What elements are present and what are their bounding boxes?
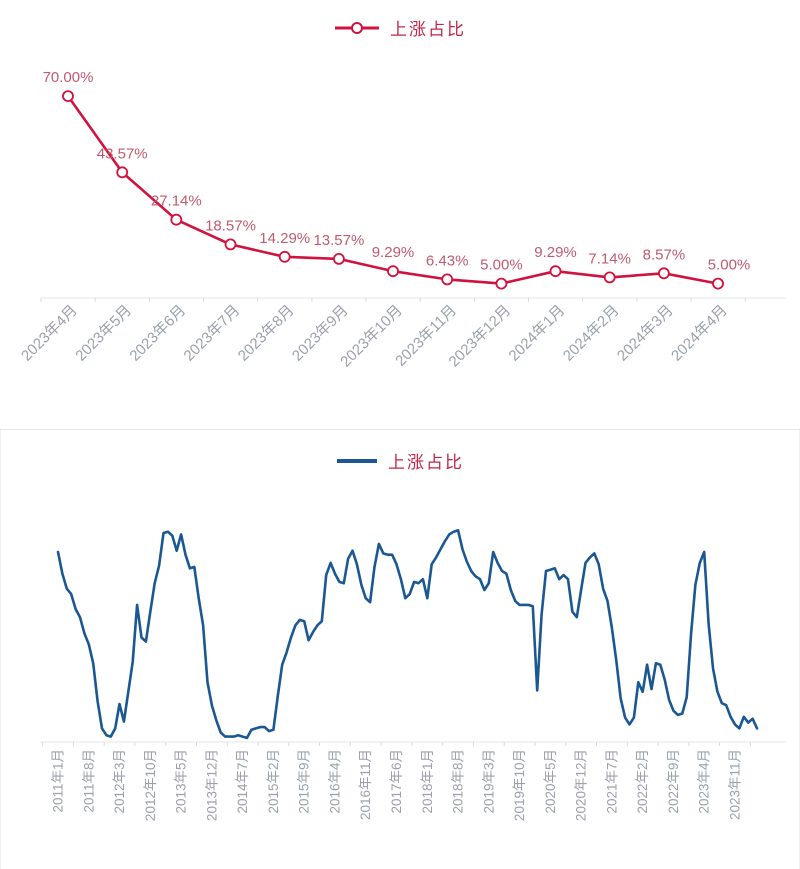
svg-text:18.57%: 18.57% [205,217,256,234]
svg-text:2018年8月: 2018年8月 [451,749,466,814]
svg-text:13.57%: 13.57% [313,232,364,249]
svg-text:2012年3月: 2012年3月 [112,749,127,814]
legend-line-icon [337,458,377,463]
svg-text:5.00%: 5.00% [708,257,751,274]
recent-line-chart: 70.00% 43.57% 27.14%18.57%14.29% 13.57% 9.29… [18,69,786,370]
svg-text:2023年11月: 2023年11月 [728,749,743,820]
history-line-chart: 2011年1月 2011年8月 2012年3月 2012年10月 2013年5月 2013… [40,529,786,821]
svg-text:2020年12月: 2020年12月 [574,749,589,821]
svg-text:2020年5月: 2020年5月 [543,749,558,814]
svg-text:2023年6月: 2023年6月 [126,302,189,365]
legend-line-circle-icon [335,21,379,34]
svg-text:2015年9月: 2015年9月 [297,749,312,814]
svg-text:2023年4月: 2023年4月 [18,302,81,365]
svg-text:7.14%: 7.14% [588,250,631,267]
svg-text:2021年7月: 2021年7月 [604,749,619,814]
svg-text:2019年3月: 2019年3月 [481,749,496,814]
legend-history[interactable]: 上涨占比 [0,448,800,473]
svg-text:2019年10月: 2019年10月 [512,749,527,821]
svg-text:2024年2月: 2024年2月 [560,302,623,365]
svg-text:2023年4月: 2023年4月 [697,749,712,814]
svg-text:2015年2月: 2015年2月 [266,749,281,814]
svg-text:2024年3月: 2024年3月 [614,302,677,365]
svg-text:9.29%: 9.29% [372,244,415,261]
svg-text:2023年7月: 2023年7月 [181,302,244,365]
svg-text:5.00%: 5.00% [480,257,523,274]
svg-text:43.57%: 43.57% [97,145,148,162]
svg-text:2013年5月: 2013年5月 [174,749,189,814]
legend-label-history: 上涨占比 [388,453,464,472]
svg-text:8.57%: 8.57% [643,246,686,263]
svg-text:2024年4月: 2024年4月 [668,302,731,365]
svg-text:2016年11月: 2016年11月 [358,749,373,820]
svg-text:14.29%: 14.29% [259,230,310,247]
svg-text:2018年1月: 2018年1月 [420,749,435,814]
svg-text:2013年12月: 2013年12月 [204,749,219,821]
svg-text:2022年9月: 2022年9月 [666,749,681,814]
svg-text:2011年1月: 2011年1月 [51,749,66,813]
svg-text:6.43%: 6.43% [426,252,469,269]
svg-text:2024年1月: 2024年1月 [506,302,569,365]
svg-text:2023年8月: 2023年8月 [235,302,298,365]
svg-text:2022年2月: 2022年2月 [635,749,650,814]
svg-text:9.29%: 9.29% [534,244,577,261]
history-chart-card: 上涨占比 2011年1月 2011年8月 2012年3月 2012年10月 2013年5… [0,429,800,869]
svg-text:2012年10月: 2012年10月 [143,749,158,821]
svg-text:2011年8月: 2011年8月 [81,749,96,813]
svg-text:70.00%: 70.00% [43,69,94,86]
svg-text:2023年5月: 2023年5月 [72,302,135,365]
svg-text:2014年7月: 2014年7月 [235,749,250,814]
svg-text:2017年6月: 2017年6月 [389,749,404,814]
svg-text:2016年4月: 2016年4月 [328,749,343,814]
svg-text:27.14%: 27.14% [151,193,202,210]
legend-label-recent: 上涨占比 [390,20,466,39]
legend-recent[interactable]: 上涨占比 [0,15,800,40]
recent-chart-card: 上涨占比 70.00% 43.57% 27.14% 18.57% 14.29% 13.57… [0,0,800,429]
